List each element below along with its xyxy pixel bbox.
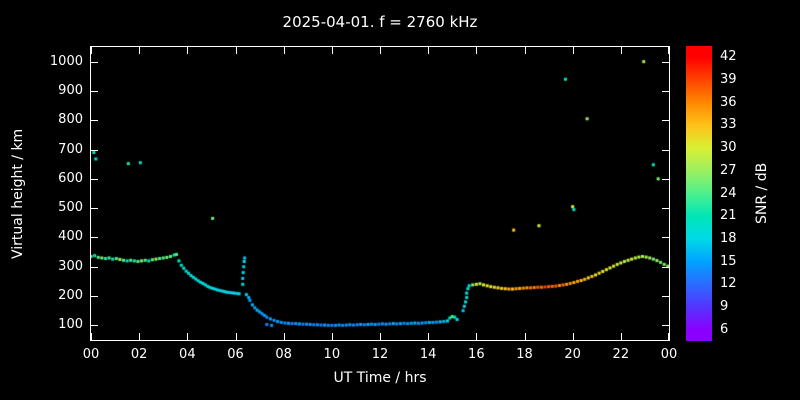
- y-tick-mark: [662, 325, 669, 327]
- colorbar-tick-label: 9: [720, 298, 729, 314]
- y-tick-mark: [662, 178, 669, 180]
- y-tick-mark: [91, 178, 98, 180]
- x-tick-mark: [668, 333, 669, 340]
- x-tick-mark: [235, 47, 237, 54]
- x-tick-mark: [668, 47, 669, 54]
- x-tick-label: 02: [130, 347, 148, 362]
- y-axis-label: Virtual height / km: [10, 128, 26, 259]
- y-tick-label: 100: [58, 317, 83, 333]
- colorbar-tick-label: 33: [720, 117, 737, 133]
- x-tick-label: 04: [179, 347, 196, 362]
- x-tick-mark: [283, 47, 285, 54]
- y-tick-mark: [662, 90, 669, 92]
- x-tick-label: 22: [612, 347, 630, 362]
- colorbar-tick-label: 27: [720, 162, 737, 178]
- colorbar-axis-label: SNR / dB: [754, 162, 770, 225]
- x-tick-label: 12: [371, 347, 389, 362]
- x-tick-label: 08: [275, 347, 292, 362]
- colorbar-tick-label: 12: [720, 276, 737, 292]
- y-tick-mark: [91, 237, 98, 239]
- colorbar-tick-label: 21: [720, 208, 737, 224]
- y-tick-mark: [91, 90, 98, 92]
- x-tick-mark: [235, 333, 237, 340]
- x-tick-mark: [524, 333, 526, 340]
- x-tick-mark: [187, 47, 189, 54]
- colorbar-tick-label: 15: [720, 253, 737, 269]
- x-axis-label: UT Time / hrs: [333, 370, 427, 386]
- colorbar-gradient: [686, 46, 712, 341]
- colorbar-tick-label: 39: [720, 72, 737, 88]
- y-tick-mark: [91, 149, 98, 151]
- scatter-points-canvas: [91, 47, 669, 340]
- x-tick-mark: [428, 47, 430, 54]
- y-tick-label: 200: [58, 288, 83, 304]
- y-tick-mark: [91, 120, 98, 122]
- x-tick-mark: [380, 333, 381, 340]
- x-tick-mark: [476, 333, 478, 340]
- y-tick-label: 700: [58, 141, 83, 157]
- y-tick-label: 500: [58, 200, 83, 216]
- x-tick-mark: [331, 333, 333, 340]
- y-tick-mark: [91, 208, 98, 210]
- x-tick-mark: [187, 333, 189, 340]
- colorbar-tick-label: 6: [720, 321, 729, 337]
- x-tick-label: 06: [227, 347, 244, 362]
- y-tick-mark: [662, 208, 669, 210]
- y-tick-mark: [662, 120, 669, 122]
- x-tick-mark: [620, 47, 622, 54]
- x-tick-mark: [283, 333, 285, 340]
- chart-title: 2025-04-01. f = 2760 kHz: [282, 13, 478, 31]
- y-tick-mark: [662, 61, 669, 63]
- x-tick-label: 16: [468, 347, 485, 362]
- x-tick-mark: [572, 333, 574, 340]
- y-tick-mark: [662, 296, 669, 298]
- x-tick-label: 00: [82, 347, 100, 362]
- x-tick-label: 00: [660, 347, 678, 362]
- y-tick-mark: [662, 149, 669, 151]
- x-tick-label: 14: [419, 347, 437, 362]
- colorbar-tick-label: 24: [720, 185, 737, 201]
- x-tick-mark: [476, 47, 478, 54]
- colorbar-tick-label: 36: [720, 94, 737, 110]
- y-tick-mark: [662, 266, 669, 268]
- y-tick-label: 600: [58, 170, 83, 186]
- x-tick-mark: [572, 47, 574, 54]
- x-tick-label: 20: [564, 347, 581, 362]
- x-tick-mark: [91, 47, 92, 54]
- x-tick-mark: [91, 333, 92, 340]
- x-tick-mark: [620, 333, 622, 340]
- plot-area: [90, 46, 670, 341]
- x-tick-mark: [524, 47, 526, 54]
- y-tick-mark: [662, 237, 669, 239]
- y-tick-label: 400: [58, 229, 83, 245]
- y-tick-label: 900: [58, 82, 83, 98]
- x-tick-mark: [139, 333, 141, 340]
- y-tick-label: 800: [58, 112, 83, 128]
- x-tick-mark: [139, 47, 141, 54]
- y-tick-mark: [91, 61, 98, 63]
- colorbar-tick-label: 42: [720, 49, 737, 65]
- y-tick-mark: [91, 266, 98, 268]
- colorbar-tick-label: 18: [720, 230, 737, 246]
- y-tick-label: 300: [58, 258, 83, 274]
- x-tick-mark: [331, 47, 333, 54]
- x-tick-label: 18: [516, 347, 533, 362]
- colorbar-tick-label: 30: [720, 140, 737, 156]
- x-tick-mark: [380, 47, 381, 54]
- x-tick-label: 10: [323, 347, 341, 362]
- x-tick-mark: [428, 333, 430, 340]
- y-tick-mark: [91, 296, 98, 298]
- y-tick-mark: [91, 325, 98, 327]
- y-tick-label: 1000: [49, 53, 83, 69]
